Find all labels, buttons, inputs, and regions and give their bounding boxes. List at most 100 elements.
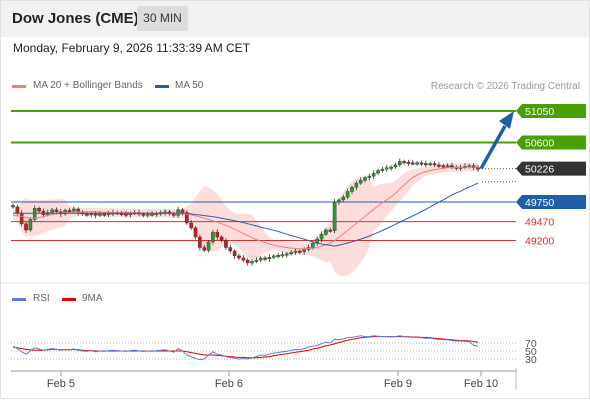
- x-tick-label: Feb 10: [464, 378, 498, 390]
- ma9-legend-label: 9MA: [82, 293, 103, 304]
- candle-body: [354, 182, 359, 188]
- x-tick-label: Feb 5: [47, 378, 75, 390]
- x-tick-label: Feb 6: [215, 378, 243, 390]
- candle-body: [380, 168, 385, 171]
- candle-body: [415, 162, 419, 165]
- rsi-level-label-70: 70: [525, 338, 537, 350]
- candle-body: [424, 163, 428, 166]
- candle-body: [341, 196, 346, 201]
- candle-body: [124, 213, 128, 216]
- candle-body: [37, 208, 41, 212]
- candle-body: [193, 227, 198, 238]
- ma50-legend-label: MA 50: [175, 80, 204, 91]
- candle-body: [367, 175, 372, 178]
- candle-body: [441, 165, 446, 168]
- candle-body: [337, 199, 341, 203]
- candle-body: [245, 259, 250, 264]
- level-label-49470: 49470: [525, 217, 554, 229]
- candle-body: [72, 208, 76, 212]
- level-tag-50226: [516, 161, 586, 176]
- candle-body: [263, 257, 267, 260]
- candle-body: [228, 247, 233, 252]
- candle-body: [202, 247, 207, 251]
- level-label-49750: 49750: [525, 197, 554, 209]
- candle-body: [176, 209, 180, 216]
- candle-body: [219, 236, 224, 241]
- level-label-49200: 49200: [525, 236, 554, 248]
- candle-body: [180, 209, 185, 213]
- candle-body: [271, 255, 276, 258]
- level-label-50600: 50600: [525, 138, 554, 150]
- candle-body: [332, 201, 337, 231]
- candle-body: [402, 161, 406, 164]
- candle-body: [211, 231, 215, 243]
- candle-body: [28, 219, 33, 231]
- level-tag-50600: [516, 135, 586, 150]
- candle-body: [411, 162, 415, 165]
- candle-body: [298, 250, 302, 253]
- candle-body: [267, 257, 272, 259]
- ma9-legend-swatch: [62, 298, 76, 301]
- candle-body: [437, 164, 441, 167]
- candle-body: [224, 240, 228, 248]
- candle-body: [24, 223, 28, 231]
- candle-body: [32, 208, 37, 220]
- candle-body: [328, 229, 333, 232]
- candle-body: [293, 250, 298, 253]
- candle-body: [289, 252, 293, 255]
- candle-body: [241, 257, 246, 261]
- ma50-line: [13, 182, 479, 247]
- ma50-legend-swatch: [155, 85, 169, 88]
- level-label-51050: 51050: [525, 106, 554, 118]
- level-tag-51050: [516, 104, 586, 118]
- candle-body: [419, 162, 424, 165]
- rsi-level-label-50: 50: [525, 346, 537, 358]
- timeframe-badge[interactable]: 30 MIN: [137, 6, 188, 31]
- level-label-50226: 50226: [525, 164, 554, 176]
- ma20-legend-label: MA 20 + Bollinger Bands: [33, 80, 143, 91]
- rsi-ma9-line: [12, 336, 479, 359]
- candle-body: [319, 233, 324, 240]
- candle-body: [254, 259, 259, 262]
- candle-body: [389, 166, 393, 169]
- bollinger-band: [13, 162, 478, 277]
- candle-body: [185, 212, 189, 224]
- candle-body: [311, 243, 315, 248]
- rsi-level-label-30: 30: [525, 354, 537, 366]
- level-tag-49750: [516, 195, 586, 209]
- candle-body: [384, 167, 389, 170]
- candle-body: [397, 161, 402, 166]
- candle-body: [50, 209, 54, 213]
- candle-body: [250, 261, 254, 264]
- chart-title: Dow Jones (CME): [12, 10, 139, 27]
- candle-body: [237, 255, 241, 259]
- candle-body: [371, 173, 376, 177]
- candle-body: [141, 213, 146, 216]
- forecast-arrow-head: [499, 111, 514, 129]
- ma20-line: [12, 166, 478, 250]
- candle-body: [98, 213, 102, 216]
- candle-body: [428, 163, 432, 166]
- rsi-legend-label: RSI: [33, 293, 50, 304]
- candle-body: [445, 165, 450, 168]
- candle-body: [280, 254, 285, 257]
- candle-body: [276, 254, 280, 257]
- datetime-label: Monday, February 9, 2026 11:33:39 AM CET: [13, 41, 251, 55]
- candle-body: [363, 177, 367, 181]
- candle-body: [432, 163, 437, 166]
- candle-body: [54, 209, 59, 212]
- candle-body: [232, 250, 237, 257]
- candle-body: [85, 213, 89, 216]
- forecast-arrow-shaft: [479, 125, 507, 170]
- candle-body: [476, 167, 480, 170]
- candle-body: [358, 180, 363, 184]
- candle-body: [406, 161, 411, 164]
- candle-body: [76, 208, 80, 213]
- candle-body: [145, 213, 150, 216]
- candle-body: [258, 257, 263, 261]
- candle-body: [171, 213, 176, 216]
- candle-body: [19, 212, 24, 224]
- rsi-line: [12, 335, 479, 361]
